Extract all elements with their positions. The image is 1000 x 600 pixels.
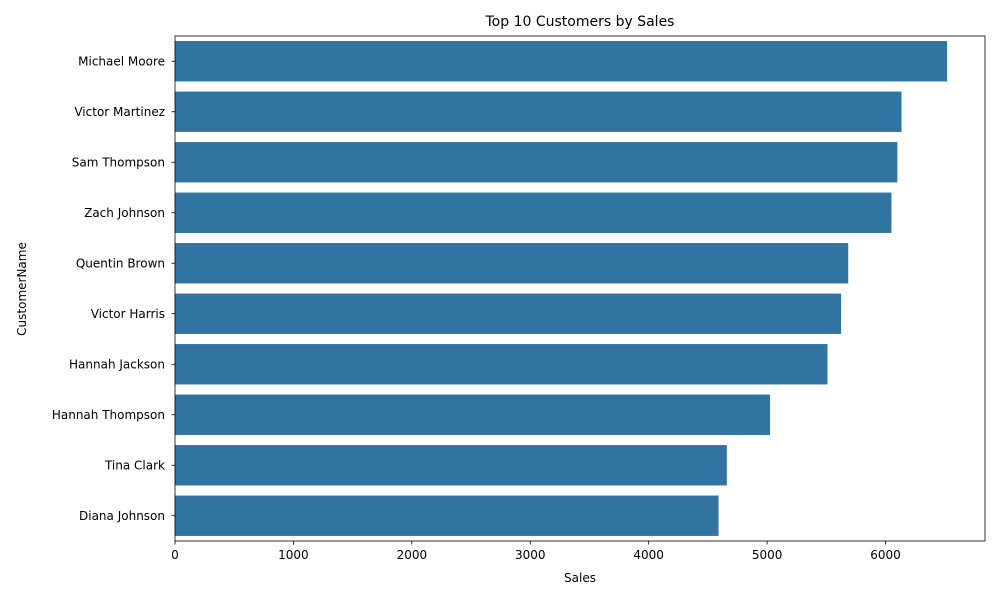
y-tick-label: Michael Moore	[78, 54, 165, 68]
plot-frame	[174, 35, 986, 542]
y-tick-label: Victor Martinez	[74, 105, 165, 119]
y-tick-label: Hannah Thompson	[52, 408, 165, 422]
y-tick-label: Victor Harris	[91, 307, 165, 321]
bar	[175, 293, 842, 334]
x-tick-label: 4000	[633, 548, 664, 562]
y-axis-label: CustomerName	[15, 242, 29, 336]
bar	[175, 445, 727, 486]
bar	[175, 394, 771, 435]
y-tick-label: Quentin Brown	[76, 256, 165, 270]
bar	[175, 91, 902, 132]
bar	[175, 142, 898, 183]
x-tick-label: 3000	[515, 548, 546, 562]
bar	[175, 344, 828, 385]
y-tick-label: Zach Johnson	[84, 206, 165, 220]
y-tick-label: Diana Johnson	[79, 509, 165, 523]
x-axis-label: Sales	[564, 571, 596, 585]
y-tick-label: Tina Clark	[104, 458, 165, 472]
x-tick-label: 6000	[870, 548, 901, 562]
bar	[175, 495, 719, 536]
y-tick-label: Hannah Jackson	[69, 357, 165, 371]
bar	[175, 192, 892, 233]
x-tick-label: 0	[171, 548, 179, 562]
x-tick-label: 2000	[397, 548, 428, 562]
chart-title: Top 10 Customers by Sales	[485, 14, 675, 30]
y-tick-label: Sam Thompson	[72, 155, 165, 169]
x-tick-label: 1000	[278, 548, 309, 562]
bar	[175, 41, 948, 82]
bar	[175, 243, 849, 284]
x-tick-label: 5000	[752, 548, 783, 562]
